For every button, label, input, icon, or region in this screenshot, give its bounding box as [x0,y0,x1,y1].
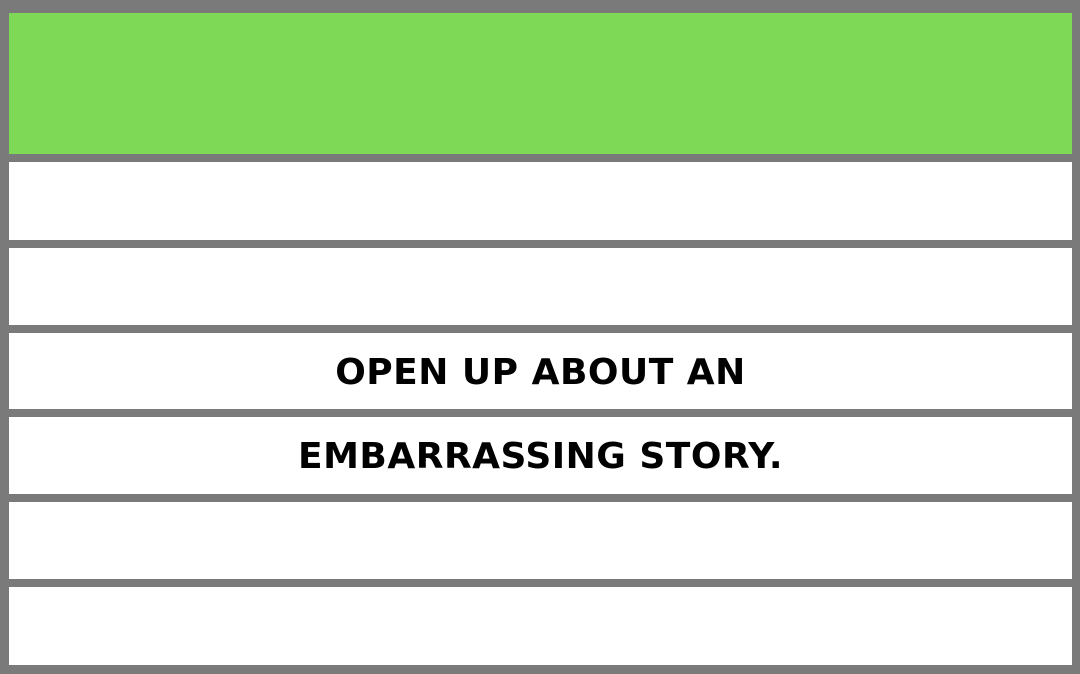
prompt-text-line-1: OPEN UP ABOUT AN [335,351,746,393]
lined-row-3: OPEN UP ABOUT AN [9,333,1072,409]
lined-row-4: EMBARRASSING STORY. [9,417,1072,494]
lined-row-6 [9,587,1072,665]
lined-row-5 [9,502,1072,579]
prompt-text-line-2: EMBARRASSING STORY. [298,436,783,477]
card-header-band [9,13,1072,154]
lined-row-2 [9,248,1072,325]
lined-row-1 [9,162,1072,240]
